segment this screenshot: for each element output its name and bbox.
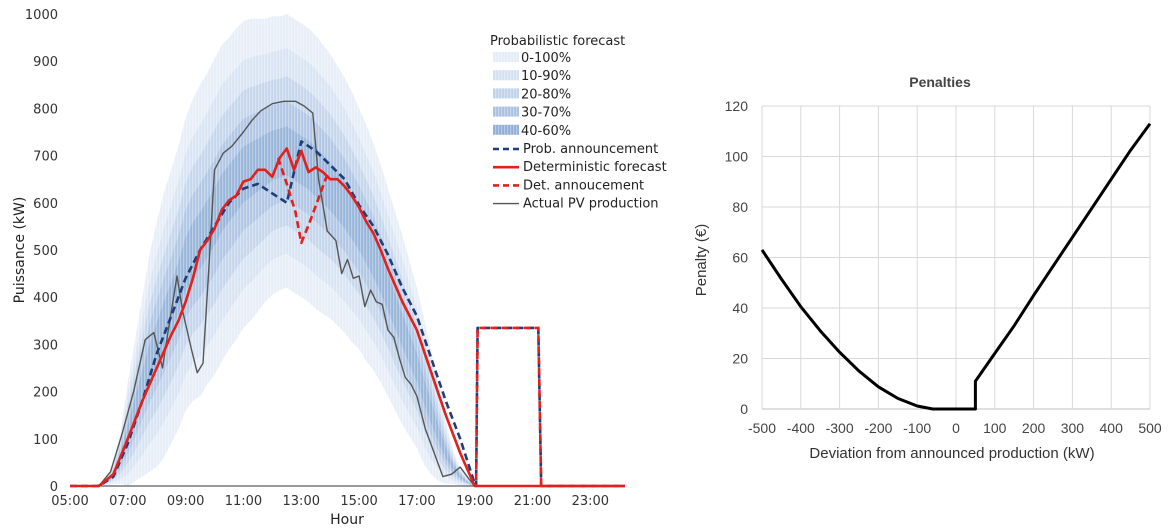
right-x-tick-label: 500 bbox=[1138, 420, 1162, 436]
left-y-tick-label: 900 bbox=[33, 55, 58, 70]
legend-label: Actual PV production bbox=[523, 197, 659, 212]
left-x-tick-label: 09:00 bbox=[167, 494, 204, 509]
legend-swatch-hatch bbox=[493, 106, 519, 117]
right-y-tick-label: 0 bbox=[740, 401, 748, 417]
series-det-annoucement bbox=[276, 157, 329, 245]
left-y-tick-label: 400 bbox=[33, 291, 58, 306]
right-x-tick-label: 400 bbox=[1100, 420, 1124, 436]
left-x-tick-label: 13:00 bbox=[283, 494, 320, 509]
left-y-axis-title: Puissance (kW) bbox=[12, 197, 28, 304]
legend-label: 20-80% bbox=[521, 87, 571, 102]
legend-label: Prob. announcement bbox=[523, 142, 658, 157]
legend-swatch-hatch bbox=[493, 52, 519, 62]
right-y-tick-label: 20 bbox=[732, 351, 748, 367]
right-y-axis-title: Penalty (€) bbox=[693, 224, 710, 297]
penalties-chart: Penalties 0 20 40 60 80 100 120 -500 -400 -300 -20… bbox=[693, 74, 1162, 462]
legend-swatch-hatch bbox=[493, 124, 519, 135]
right-x-tick-label: -300 bbox=[826, 420, 854, 436]
left-legend: Probabilistic forecast 0-100% 10-90% 20-80… bbox=[490, 34, 667, 212]
left-x-tick-label: 23:00 bbox=[572, 494, 609, 509]
series-prob-announcement bbox=[70, 140, 625, 488]
right-y-tick-label: 120 bbox=[725, 98, 749, 114]
legend-label: Det. annoucement bbox=[523, 178, 644, 193]
right-x-axis-title: Deviation from announced production (kW) bbox=[809, 445, 1094, 462]
left-y-tick-label: 500 bbox=[33, 244, 58, 259]
legend-label: 30-70% bbox=[521, 106, 571, 121]
left-y-tick-label: 800 bbox=[33, 102, 58, 117]
legend-label: Deterministic forecast bbox=[523, 160, 667, 175]
legend-swatch-hatch bbox=[493, 70, 519, 81]
right-x-tick-label: -500 bbox=[748, 420, 776, 436]
legend-label: 40-60% bbox=[521, 124, 571, 139]
legend-label: 10-90% bbox=[521, 69, 571, 84]
left-y-tick-label: 200 bbox=[33, 386, 58, 401]
series-deterministic-forecast bbox=[70, 147, 625, 488]
right-x-tick-label: 300 bbox=[1061, 420, 1085, 436]
left-y-tick-label: 700 bbox=[33, 150, 58, 165]
left-x-tick-label: 21:00 bbox=[514, 494, 551, 509]
left-x-tick-label: 05:00 bbox=[51, 494, 88, 509]
legend-swatch-hatch bbox=[493, 88, 519, 99]
left-y-tick-label: 600 bbox=[33, 197, 58, 212]
right-x-tick-label: -200 bbox=[864, 420, 892, 436]
left-y-tick-label: 100 bbox=[33, 433, 58, 448]
band-hatching bbox=[70, 14, 625, 486]
right-chart-title: Penalties bbox=[909, 74, 971, 90]
left-y-tick-label: 300 bbox=[33, 338, 58, 353]
series-det-annoucement-block bbox=[474, 326, 625, 488]
right-y-tick-label: 40 bbox=[732, 300, 748, 316]
left-y-tick-label: 0 bbox=[50, 480, 58, 495]
right-x-tick-label: 200 bbox=[1022, 420, 1046, 436]
series-actual-pv-production bbox=[70, 100, 625, 487]
left-x-tick-label: 19:00 bbox=[456, 494, 493, 509]
probabilistic-forecast-chart: 0 100 200 300 400 500 600 700 800 900 1000 05:00 07:… bbox=[12, 8, 667, 528]
left-x-tick-label: 11:00 bbox=[225, 494, 262, 509]
left-tick-labels: 0 100 200 300 400 500 600 700 800 900 1000 05:00 07:… bbox=[25, 8, 609, 509]
right-x-tick-label: 0 bbox=[952, 420, 960, 436]
right-tick-labels: 0 20 40 60 80 100 120 -500 -400 -300 -200 -100 0 100 2… bbox=[725, 98, 1162, 436]
left-series bbox=[70, 100, 625, 488]
left-x-tick-label: 07:00 bbox=[109, 494, 146, 509]
right-x-tick-label: -400 bbox=[787, 420, 815, 436]
legend-label: 0-100% bbox=[521, 51, 571, 66]
left-x-tick-label: 17:00 bbox=[398, 494, 435, 509]
legend-title: Probabilistic forecast bbox=[490, 34, 625, 49]
right-y-tick-label: 60 bbox=[732, 250, 748, 266]
right-x-tick-label: -100 bbox=[903, 420, 931, 436]
series-penalty-curve bbox=[760, 122, 1152, 411]
left-x-axis-title: Hour bbox=[330, 512, 364, 528]
right-series bbox=[760, 122, 1152, 411]
right-x-tick-label: 100 bbox=[983, 420, 1007, 436]
right-y-tick-label: 80 bbox=[732, 199, 748, 215]
right-y-tick-label: 100 bbox=[725, 149, 749, 165]
left-x-tick-label: 15:00 bbox=[340, 494, 377, 509]
left-y-tick-label: 1000 bbox=[25, 8, 58, 23]
right-gridlines bbox=[761, 105, 1151, 410]
